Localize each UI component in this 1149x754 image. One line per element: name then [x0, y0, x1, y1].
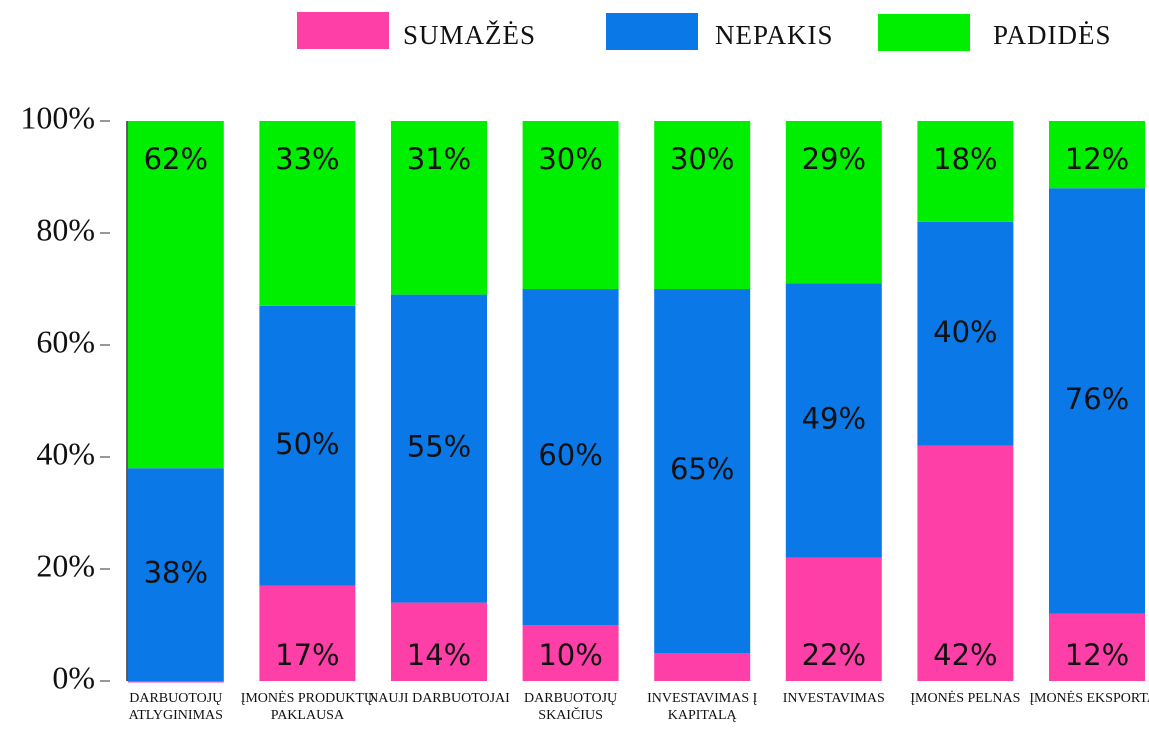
bar-segment — [1049, 121, 1145, 189]
legend-swatch — [297, 12, 389, 49]
bar-segment — [259, 305, 356, 586]
bar-segment — [654, 121, 751, 289]
y-tick-label: 0% — [52, 659, 95, 695]
bar-segment — [259, 121, 356, 306]
x-tick-label: ĮMONĖS PRODUKTŲ PAKLAUSA — [240, 691, 375, 723]
x-tick-label: INVESTAVIMAS Į KAPITALĄ — [647, 691, 758, 723]
value-label: 49% — [802, 402, 866, 436]
bar-segment — [1049, 188, 1145, 614]
value-label: 50% — [275, 427, 339, 461]
y-tick-label: 40% — [36, 435, 95, 471]
bar-segment — [391, 121, 487, 295]
legend-swatch — [878, 14, 970, 51]
value-label: 62% — [144, 142, 208, 176]
bar-segment — [1049, 613, 1145, 681]
value-label: 42% — [933, 638, 997, 672]
value-label: 12% — [1065, 142, 1129, 176]
value-label: 38% — [144, 556, 208, 590]
bar-segment — [654, 653, 751, 681]
legend-label: NEPAKIS — [715, 20, 834, 50]
value-label: 55% — [407, 430, 471, 464]
value-label: 30% — [538, 142, 602, 176]
bar-segment — [654, 289, 751, 653]
bar-segment — [917, 221, 1014, 446]
value-label: 33% — [275, 142, 339, 176]
value-label: 60% — [538, 438, 602, 472]
bar-segment — [917, 445, 1014, 681]
legend-swatch — [606, 13, 698, 50]
value-label: 40% — [933, 315, 997, 349]
y-tick-label: 20% — [36, 547, 95, 583]
x-tick-label: ĮMONĖS PELNAS — [910, 691, 1021, 706]
value-label: 29% — [802, 142, 866, 176]
y-tick-label: 60% — [36, 323, 95, 359]
value-label: 76% — [1065, 382, 1129, 416]
x-tick-label: DARBUOTOJŲ ATLYGINIMAS — [128, 691, 223, 723]
value-label: 22% — [802, 638, 866, 672]
bar-segment — [917, 121, 1014, 222]
value-label: 17% — [275, 638, 339, 672]
bar-segment — [127, 468, 224, 681]
value-label: 30% — [670, 142, 734, 176]
y-tick-label: 100% — [20, 99, 95, 135]
value-label: 18% — [933, 142, 997, 176]
bar-segment — [522, 289, 619, 625]
bar-segment — [522, 625, 619, 681]
y-tick-label: 80% — [36, 211, 95, 247]
value-label: 12% — [1065, 638, 1129, 672]
bar-segment — [127, 121, 224, 469]
bar-segment — [259, 585, 356, 681]
bar-segment — [391, 602, 487, 681]
value-label: 10% — [538, 638, 602, 672]
bar-segment — [391, 294, 487, 603]
bar-segment — [785, 121, 882, 284]
legend-label: PADIDĖS — [993, 20, 1112, 50]
value-label: 65% — [670, 452, 734, 486]
bar-segment — [785, 557, 882, 681]
value-label: 31% — [407, 142, 471, 176]
bar-segment — [522, 121, 619, 289]
value-label: 14% — [407, 638, 471, 672]
x-tick-label: ĮMONĖS EKSPORTAS — [1029, 691, 1149, 706]
x-tick-label: INVESTAVIMAS — [782, 691, 885, 706]
legend-label: SUMAŽĖS — [403, 20, 536, 50]
bar-segment — [127, 681, 224, 683]
bar-segment — [785, 283, 882, 558]
x-tick-label: DARBUOTOJŲ SKAIČIUS — [524, 691, 618, 723]
x-tick-label: NAUJI DARBUOTOJAI — [368, 691, 510, 706]
